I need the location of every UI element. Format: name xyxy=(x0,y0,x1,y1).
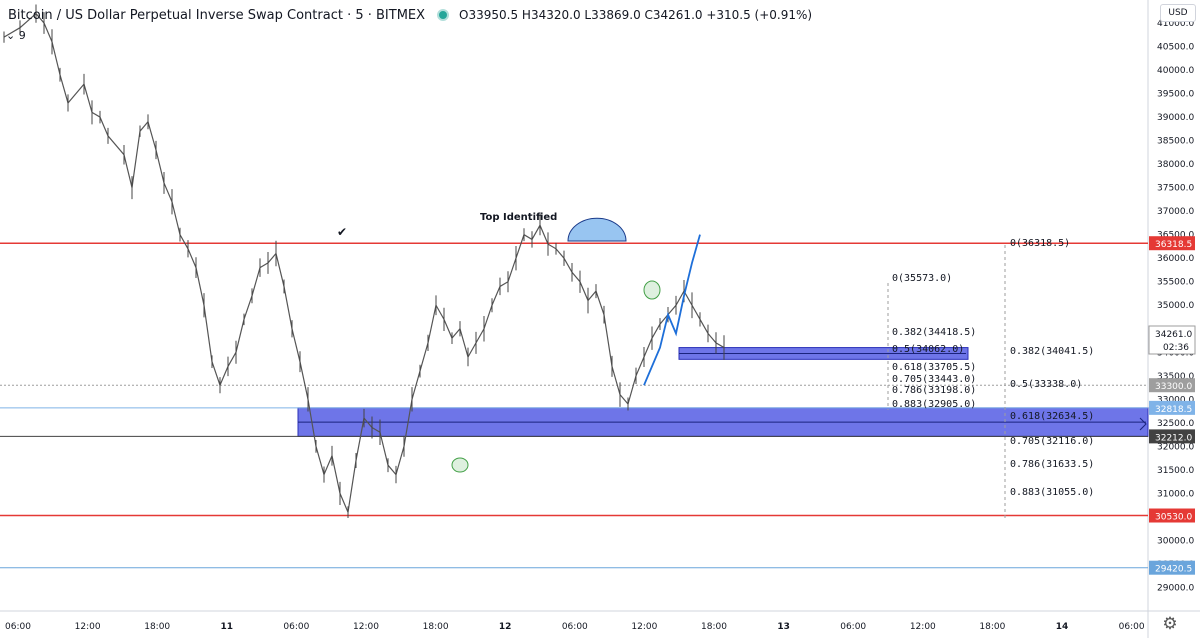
y-tick-1: 40500.0 xyxy=(1157,43,1194,53)
y-tick-20: 31000.0 xyxy=(1157,489,1194,499)
current-price-tag xyxy=(1148,325,1196,355)
x-tick-2: 18:00 xyxy=(144,622,170,632)
status-dot-icon xyxy=(437,9,450,21)
x-tick-9: 12:00 xyxy=(631,622,657,632)
indicator-legend[interactable]: ⌄ 9 xyxy=(6,29,26,42)
x-tick-8: 06:00 xyxy=(562,622,588,632)
price-tag-3 xyxy=(1149,429,1195,444)
y-tick-4: 39000.0 xyxy=(1157,113,1194,123)
x-tick-13: 12:00 xyxy=(910,622,936,632)
fib-mid-level-0: 0(35573.0) xyxy=(892,273,952,284)
price-tag-label-3: 32212.0 xyxy=(1155,433,1192,443)
y-tick-18: 32000.0 xyxy=(1157,442,1194,452)
x-tick-4: 06:00 xyxy=(283,622,309,632)
retest-marker-ellipse xyxy=(643,280,661,300)
fib-mid-level-2: 0.5(34062.0) xyxy=(892,344,964,355)
currency-button[interactable]: USD xyxy=(1160,4,1196,22)
y-tick-17: 32500.0 xyxy=(1157,419,1194,429)
symbol-title[interactable]: Bitcoin / US Dollar Perpetual Inverse Sw… xyxy=(8,7,426,23)
y-tick-19: 31500.0 xyxy=(1157,466,1194,476)
x-tick-5: 12:00 xyxy=(353,622,379,632)
y-tick-15: 33500.0 xyxy=(1157,372,1194,382)
x-tick-0: 06:00 xyxy=(5,622,31,632)
price-tag-label-1: 33300.0 xyxy=(1155,382,1192,392)
y-tick-5: 38500.0 xyxy=(1157,137,1194,147)
price-tag-label-5: 29420.5 xyxy=(1155,565,1192,575)
y-tick-8: 37000.0 xyxy=(1157,207,1194,217)
projection-line xyxy=(643,234,701,386)
price-tag-2 xyxy=(1149,400,1195,415)
price-tag-0 xyxy=(1149,236,1195,251)
chart-header: Bitcoin / US Dollar Perpetual Inverse Sw… xyxy=(0,0,812,30)
ohlc-readout: O33950.5 H34320.0 L33869.0 C34261.0 +310… xyxy=(459,8,813,22)
fib-mid-level-3: 0.618(33705.5) xyxy=(892,362,976,373)
y-tick-16: 33000.0 xyxy=(1157,395,1194,405)
countdown-label: 02:36 xyxy=(1163,343,1189,353)
x-tick-1: 12:00 xyxy=(75,622,101,632)
fib-right-level-1: 0.382(34041.5) xyxy=(1010,346,1094,357)
price-tag-label-4: 30530.0 xyxy=(1155,513,1192,523)
top-identified-label: Top Identified xyxy=(480,212,557,223)
x-tick-11: 13 xyxy=(777,622,790,632)
fib-right-level-4: 0.705(32116.0) xyxy=(1010,436,1094,447)
gear-icon[interactable]: ⚙ xyxy=(1162,614,1178,634)
price-tag-label-2: 32818.5 xyxy=(1155,405,1192,415)
fib-mid-level-1: 0.382(34418.5) xyxy=(892,327,976,338)
y-tick-2: 40000.0 xyxy=(1157,66,1194,76)
price-tag-4 xyxy=(1149,508,1195,523)
fib-right-level-5: 0.786(31633.5) xyxy=(1010,459,1094,470)
y-tick-11: 35500.0 xyxy=(1157,278,1194,288)
low-marker-ellipse xyxy=(451,457,469,473)
fib-right-level-0: 0(36318.5) xyxy=(1010,238,1070,249)
price-line xyxy=(3,12,725,515)
x-tick-7: 12 xyxy=(499,622,512,632)
y-tick-22: 30000.0 xyxy=(1157,536,1194,546)
price-tag-label-0: 36318.5 xyxy=(1155,240,1192,250)
fib-right-level-3: 0.618(32634.5) xyxy=(1010,411,1094,422)
y-tick-6: 38000.0 xyxy=(1157,160,1194,170)
x-tick-12: 06:00 xyxy=(840,622,866,632)
x-tick-15: 14 xyxy=(1056,622,1069,632)
fib-mid-level-4: 0.705(33443.0) xyxy=(892,374,976,385)
fib-mid-level-5: 0.786(33198.0) xyxy=(892,385,976,396)
x-tick-6: 18:00 xyxy=(423,622,449,632)
checkmark-icon: ✔ xyxy=(337,225,347,239)
fib-right-level-6: 0.883(31055.0) xyxy=(1010,487,1094,498)
fib-mid-level-6: 0.883(32905.0) xyxy=(892,399,976,410)
y-tick-3: 39500.0 xyxy=(1157,90,1194,100)
indicator-value: 9 xyxy=(18,29,26,42)
x-tick-16: 06:00 xyxy=(1119,622,1145,632)
demand-zone-arrow-icon xyxy=(1139,417,1147,431)
x-tick-3: 11 xyxy=(221,622,234,632)
fib-right-level-2: 0.5(33338.0) xyxy=(1010,379,1082,390)
x-tick-10: 18:00 xyxy=(701,622,727,632)
y-tick-9: 36500.0 xyxy=(1157,231,1194,241)
x-tick-14: 18:00 xyxy=(979,622,1005,632)
y-tick-10: 36000.0 xyxy=(1157,254,1194,264)
y-tick-7: 37500.0 xyxy=(1157,184,1194,194)
y-tick-0: 41000.0 xyxy=(1157,19,1194,29)
current-price-label: 34261.0 xyxy=(1155,330,1192,340)
y-tick-12: 35000.0 xyxy=(1157,301,1194,311)
price-tag-1 xyxy=(1149,378,1195,393)
top-arc-shape xyxy=(567,217,627,242)
y-tick-24: 29000.0 xyxy=(1157,583,1194,593)
price-tag-5 xyxy=(1149,560,1195,575)
